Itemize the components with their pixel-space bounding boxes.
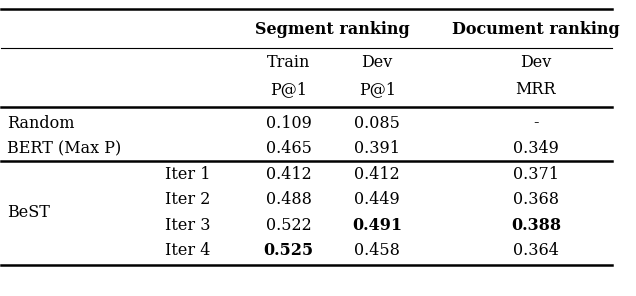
Text: Random: Random — [8, 115, 75, 132]
Text: 0.391: 0.391 — [354, 140, 400, 157]
Text: 0.085: 0.085 — [354, 115, 400, 132]
Text: 0.368: 0.368 — [513, 191, 559, 208]
Text: Iter 2: Iter 2 — [165, 191, 211, 208]
Text: Train: Train — [267, 54, 310, 71]
Text: 0.412: 0.412 — [354, 165, 400, 183]
Text: Iter 3: Iter 3 — [165, 217, 211, 234]
Text: Iter 1: Iter 1 — [165, 165, 211, 183]
Text: 0.109: 0.109 — [266, 115, 312, 132]
Text: Dev: Dev — [520, 54, 551, 71]
Text: BeST: BeST — [8, 204, 50, 221]
Text: 0.364: 0.364 — [513, 242, 559, 259]
Text: 0.522: 0.522 — [266, 217, 312, 234]
Text: 0.412: 0.412 — [266, 165, 312, 183]
Text: BERT (Max P): BERT (Max P) — [8, 140, 121, 157]
Text: 0.525: 0.525 — [263, 242, 314, 259]
Text: Iter 4: Iter 4 — [165, 242, 211, 259]
Text: MRR: MRR — [516, 81, 556, 98]
Text: P@1: P@1 — [359, 81, 396, 98]
Text: 0.488: 0.488 — [266, 191, 312, 208]
Text: Document ranking: Document ranking — [452, 21, 620, 38]
Text: Segment ranking: Segment ranking — [256, 21, 410, 38]
Text: -: - — [533, 115, 539, 132]
Text: 0.449: 0.449 — [354, 191, 400, 208]
Text: 0.491: 0.491 — [352, 217, 402, 234]
Text: 0.465: 0.465 — [266, 140, 312, 157]
Text: Dev: Dev — [361, 54, 393, 71]
Text: 0.349: 0.349 — [513, 140, 559, 157]
Text: 0.371: 0.371 — [513, 165, 559, 183]
Text: 0.458: 0.458 — [354, 242, 400, 259]
Text: P@1: P@1 — [270, 81, 307, 98]
Text: 0.388: 0.388 — [511, 217, 561, 234]
